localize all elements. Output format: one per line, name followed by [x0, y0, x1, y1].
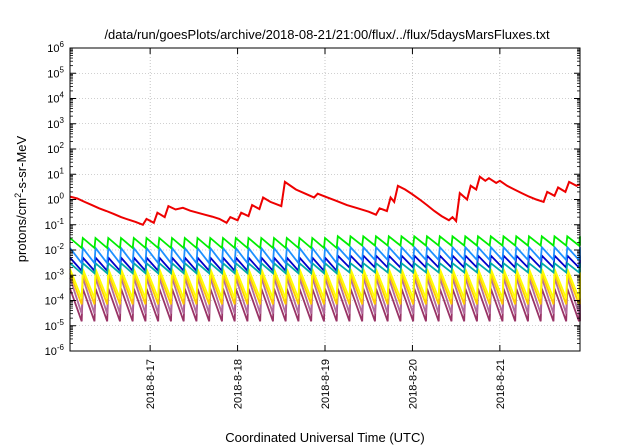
series-line-0 — [69, 175, 581, 227]
y-tick-exponent: -3 — [57, 267, 65, 276]
y-tick-base: 10 — [45, 296, 57, 308]
y-tick-exponent: -4 — [57, 293, 65, 302]
y-tick-label: 105 — [47, 65, 64, 80]
y-tick-base: 10 — [45, 321, 57, 333]
series-line-3 — [69, 261, 581, 276]
y-tick-label: 106 — [47, 40, 64, 55]
y-tick-label: 10-1 — [45, 217, 65, 232]
y-tick-exponent: -2 — [57, 242, 65, 251]
chart-title: /data/run/goesPlots/archive/2018-08-21/2… — [104, 27, 550, 42]
y-tick-label: 10-6 — [45, 343, 65, 358]
y-tick-label: 10-5 — [45, 318, 65, 333]
x-tick-label: 2018-8-20 — [407, 359, 419, 409]
y-tick-exponent: 0 — [60, 192, 65, 201]
y-tick-label: 101 — [47, 166, 64, 181]
x-axis-title: Coordinated Universal Time (UTC) — [225, 430, 424, 445]
series-line-1 — [69, 234, 581, 250]
y-axis-title-rest: -s-sr-MeV — [14, 135, 29, 192]
y-axis-title-base: protons/cm — [14, 198, 29, 262]
y-axis-title-sup: 2 — [13, 193, 23, 198]
y-tick-exponent: 3 — [60, 116, 65, 125]
ticks — [70, 47, 580, 352]
series-layer — [69, 175, 581, 322]
y-tick-base: 10 — [47, 119, 59, 131]
x-tick-label: 2018-8-17 — [145, 359, 157, 409]
y-tick-base: 10 — [45, 346, 57, 358]
y-tick-label: 10-3 — [45, 267, 65, 282]
y-tick-exponent: -1 — [57, 217, 65, 226]
y-tick-base: 10 — [47, 195, 59, 207]
y-tick-exponent: 2 — [60, 141, 65, 150]
y-tick-exponent: 1 — [60, 166, 65, 175]
y-tick-exponent: -6 — [57, 343, 65, 352]
y-tick-base: 10 — [45, 220, 57, 232]
y-tick-label: 10-2 — [45, 242, 65, 257]
x-tick-labels: 2018-8-17 2018-8-18 2018-8-19 2018-8-20 2018… — [145, 359, 507, 409]
y-tick-label: 100 — [47, 192, 64, 207]
series-line-5 — [69, 268, 581, 299]
y-tick-base: 10 — [45, 270, 57, 282]
y-tick-label: 103 — [47, 116, 64, 131]
y-axis-title: protons/cm2-s-sr-MeV — [13, 135, 29, 262]
y-tick-exponent: 4 — [60, 91, 65, 100]
y-tick-base: 10 — [47, 94, 59, 106]
y-tick-base: 10 — [47, 68, 59, 80]
x-tick-label: 2018-8-19 — [320, 359, 332, 409]
series-line-2 — [69, 244, 581, 266]
y-tick-labels: 10-610-510-410-310-210-11001011021031041… — [45, 40, 65, 358]
y-tick-exponent: -5 — [57, 318, 65, 327]
y-tick-label: 102 — [47, 141, 64, 156]
y-tick-base: 10 — [45, 245, 57, 257]
y-tick-base: 10 — [47, 43, 59, 55]
y-tick-base: 10 — [47, 169, 59, 181]
y-tick-exponent: 6 — [60, 40, 65, 49]
x-tick-label: 2018-8-21 — [495, 359, 507, 409]
y-tick-label: 104 — [47, 91, 64, 106]
y-tick-label: 10-4 — [45, 293, 65, 308]
x-tick-label: 2018-8-18 — [233, 359, 245, 409]
y-tick-exponent: 5 — [60, 65, 65, 74]
y-tick-base: 10 — [47, 144, 59, 156]
